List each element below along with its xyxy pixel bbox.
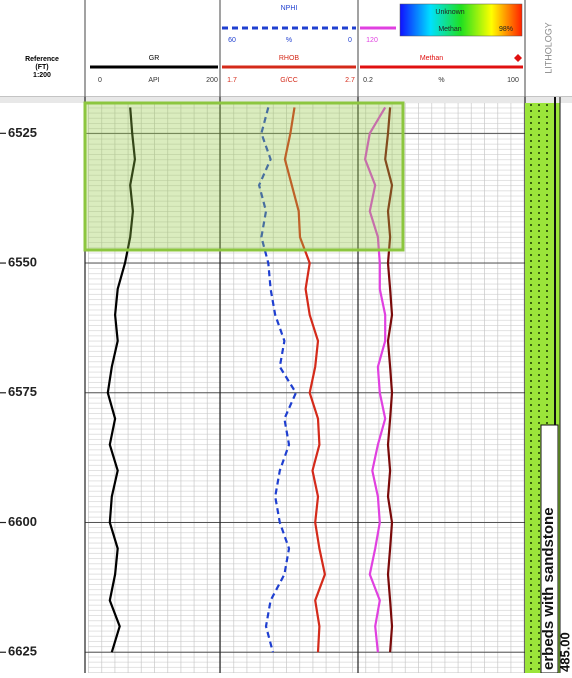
header-label: 1.7	[227, 77, 237, 84]
header-label: GR	[149, 55, 160, 62]
track-grid	[358, 103, 525, 673]
track-grid	[88, 103, 220, 673]
track-grid	[220, 103, 358, 673]
header-label: 120	[366, 37, 378, 44]
header-label: %	[438, 77, 444, 84]
legend-marker	[514, 54, 522, 62]
log-curve	[283, 107, 327, 653]
lithology-annotation-depth: 485.00	[557, 632, 572, 672]
log-curve	[257, 107, 298, 653]
header-label: API	[148, 77, 159, 84]
header-label: 60	[228, 37, 236, 44]
color-scale-label: Methan	[438, 26, 461, 33]
header-label: Methan	[420, 55, 443, 62]
depth-tick-label: 6575	[8, 384, 37, 399]
log-curve	[106, 107, 137, 653]
header-label: %	[286, 37, 292, 44]
depth-header: Reference	[25, 56, 59, 63]
color-scale-label: Unknown	[435, 9, 464, 16]
lithology-annotation: erbeds with sandstone	[540, 507, 557, 670]
header-label: 0	[98, 77, 102, 84]
header-label: 2.7	[345, 77, 355, 84]
highlight-zone[interactable]	[83, 101, 405, 252]
header-label: 0	[348, 37, 352, 44]
color-scale-max: 98%	[499, 26, 513, 33]
header-label: 100	[507, 77, 519, 84]
depth-tick-label: 6525	[8, 125, 37, 140]
color-scale	[399, 3, 523, 37]
header-label: 0.2	[363, 77, 373, 84]
header-label: G/CC	[280, 77, 298, 84]
plot-top-band	[0, 97, 572, 103]
header-label: NPHI	[281, 5, 298, 12]
header-label: 200	[206, 77, 218, 84]
log-curve	[384, 107, 394, 653]
lithology-title: LITHOLOGY	[543, 22, 553, 74]
log-curve	[363, 106, 387, 653]
header-label: RHOB	[279, 55, 300, 62]
depth-tick-label: 6550	[8, 254, 37, 269]
plot-area	[0, 97, 561, 674]
depth-tick-label: 6625	[8, 644, 37, 659]
depth-header: 1:200	[33, 72, 51, 79]
depth-header: (FT)	[35, 64, 48, 71]
depth-tick-label: 6600	[8, 514, 37, 529]
